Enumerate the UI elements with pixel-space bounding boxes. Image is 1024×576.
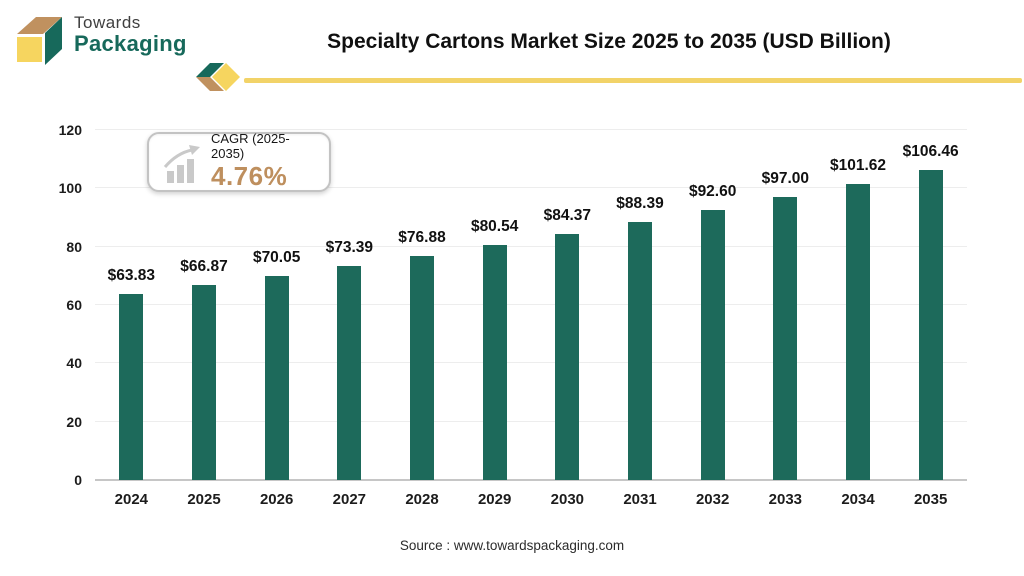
chart-title: Specialty Cartons Market Size 2025 to 20… — [327, 30, 891, 53]
x-axis-tick-label: 2033 — [768, 491, 803, 508]
y-axis-tick-label: 80 — [66, 238, 82, 255]
bar-2025 — [192, 284, 216, 480]
x-axis-tick-label: 2030 — [550, 491, 585, 508]
bar-2028 — [410, 255, 434, 480]
x-axis-tick-label: 2026 — [259, 491, 294, 508]
x-axis-tick-label: 2028 — [405, 491, 439, 508]
bar-value-label: $84.37 — [543, 206, 592, 224]
bar-value-label: $106.46 — [902, 142, 959, 160]
divider-line — [244, 78, 1022, 83]
bar-2035 — [918, 169, 943, 480]
y-axis-tick-label: 60 — [66, 297, 82, 313]
y-axis-tick-label: 40 — [66, 355, 82, 372]
gridline — [95, 362, 967, 364]
y-axis-tick-label: 120 — [58, 122, 82, 138]
bar-2034 — [846, 183, 870, 480]
x-axis-tick-label: 2024 — [114, 491, 149, 508]
x-axis-tick-label: 2029 — [477, 491, 512, 508]
cagr-label: CAGR (2025-2035) — [211, 131, 290, 162]
bar-value-label: $66.87 — [180, 257, 228, 275]
bar-value-label: $80.54 — [470, 218, 519, 236]
x-axis-tick-label: 2035 — [913, 491, 948, 508]
divider-diamond-icon — [196, 63, 240, 91]
y-axis-tick-label: 20 — [66, 413, 82, 430]
x-axis-tick-label: 2027 — [332, 491, 367, 508]
bar-value-label: $76.88 — [398, 228, 446, 246]
gridline — [95, 187, 967, 189]
y-axis-tick-label: 0 — [74, 472, 82, 488]
bar-2032 — [700, 209, 725, 480]
x-axis-tick-label: 2025 — [187, 491, 221, 508]
gridline — [95, 129, 967, 130]
bar-2030 — [555, 233, 580, 480]
brand-logo: Towards Packaging — [10, 8, 187, 66]
brand-name: Towards Packaging — [74, 13, 187, 57]
bar-2033 — [773, 197, 798, 480]
plot-area: $63.83 $66.87 $70.05 $73.39 $76.88 $80.54 $84.… — [95, 129, 967, 481]
cagr-value: 4.76% — [211, 161, 288, 191]
brand-name-line1: Towards — [74, 13, 141, 32]
x-axis-tick-label: 2034 — [841, 491, 875, 508]
bar-2027 — [337, 265, 362, 480]
bar-value-label: $92.60 — [688, 182, 737, 200]
growth-chart-icon — [163, 145, 200, 183]
source-note: Source : www.towardspackaging.com — [399, 538, 625, 553]
y-axis-labels: 0 20 40 60 80 100 120 — [30, 122, 82, 488]
bar-2029 — [482, 245, 507, 480]
bar-2031 — [628, 222, 652, 480]
brand-name-line2: Packaging — [74, 31, 187, 57]
logo-box-icon — [17, 17, 62, 65]
bar-value-label: $73.39 — [325, 238, 374, 256]
bar-value-label: $70.05 — [252, 248, 301, 266]
bar-2024 — [119, 293, 144, 480]
x-axis-line — [95, 479, 967, 481]
bar-value-label: $88.39 — [616, 195, 664, 213]
bar-2026 — [264, 275, 289, 480]
gridline — [95, 245, 967, 247]
bar-value-label: $101.62 — [829, 156, 887, 174]
x-axis-tick-label: 2032 — [695, 491, 730, 508]
cagr-badge: CAGR (2025-2035) 4.76% — [147, 131, 331, 192]
bar-value-label: $63.83 — [107, 266, 156, 284]
x-axis-tick-label: 2031 — [623, 491, 657, 508]
gridline — [95, 304, 967, 305]
gridline — [95, 420, 967, 422]
y-axis-tick-label: 100 — [58, 180, 82, 197]
bar-value-label: $97.00 — [761, 170, 810, 188]
x-axis-labels: 2024 2025 2026 2027 2028 2029 2030 2031 2032 2033… — [95, 491, 967, 513]
